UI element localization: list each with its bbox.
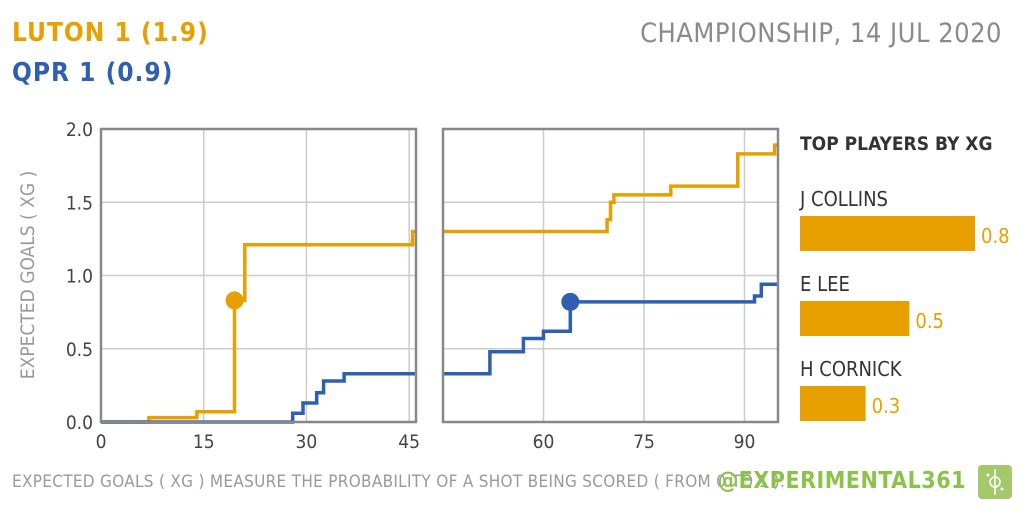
x-tick-label: 30 xyxy=(296,431,318,453)
panel-frame-second xyxy=(441,127,780,424)
y-tick-label: 2.0 xyxy=(66,119,93,141)
player-xg-bar xyxy=(800,301,910,336)
xg-lines xyxy=(101,143,778,424)
x-tick-label: 90 xyxy=(734,431,756,453)
player-xg-value: 0.3 xyxy=(872,394,901,418)
player-name: J COLLINS xyxy=(799,187,888,211)
match-info: CHAMPIONSHIP, 14 JUL 2020 xyxy=(640,18,1002,49)
player-xg-value: 0.8 xyxy=(981,224,1010,248)
x-tick-label: 75 xyxy=(633,431,655,453)
xg-line-qpr-second-half xyxy=(443,282,778,376)
brand-handle[interactable]: @EXPERIMENTAL361 xyxy=(717,468,966,494)
x-tick-label: 0 xyxy=(96,431,107,453)
y-tick-label: 1.0 xyxy=(66,266,93,288)
xg-line-luton-second-half xyxy=(443,143,778,234)
top-players-panel: TOP PLAYERS BY XG J COLLINS 0.8 E LEE 0.5 H … xyxy=(799,133,1010,421)
footnote: EXPECTED GOALS ( XG ) MEASURE THE PROBAB… xyxy=(12,472,786,492)
tick-labels: 0.0 0.5 1.0 1.5 2.0 0 15 30 45 60 75 90 xyxy=(66,119,756,453)
player-name: H CORNICK xyxy=(800,357,903,381)
first-half-grid xyxy=(100,128,416,423)
player-name: E LEE xyxy=(800,272,850,296)
away-team-score: QPR 1 (0.9) xyxy=(12,58,174,88)
player-xg-value: 0.5 xyxy=(915,309,944,333)
home-team-score: LUTON 1 (1.9) xyxy=(12,18,209,48)
goal-marker-luton xyxy=(225,291,244,310)
panel-frames xyxy=(99,127,780,424)
second-half-grid xyxy=(443,128,778,423)
x-tick-label: 45 xyxy=(398,431,420,453)
y-tick-label: 0.5 xyxy=(66,339,93,361)
x-tick-label: 15 xyxy=(193,431,215,453)
y-tick-label: 0.0 xyxy=(66,412,93,434)
xg-line-luton-first-half xyxy=(101,229,416,424)
panel-frame-first xyxy=(99,127,418,424)
y-tick-label: 1.5 xyxy=(66,192,93,214)
xg-line-qpr-first-half xyxy=(101,371,416,424)
pitch-icon-graphic xyxy=(986,469,1004,495)
football-pitch-icon xyxy=(978,465,1012,499)
player-xg-bar xyxy=(800,386,866,421)
goal-marker-qpr xyxy=(561,292,580,311)
top-players-title: TOP PLAYERS BY XG xyxy=(800,133,993,155)
x-tick-label: 60 xyxy=(533,431,555,453)
player-xg-bar xyxy=(800,216,975,251)
y-axis-label: EXPECTED GOALS ( XG ) xyxy=(17,171,39,379)
